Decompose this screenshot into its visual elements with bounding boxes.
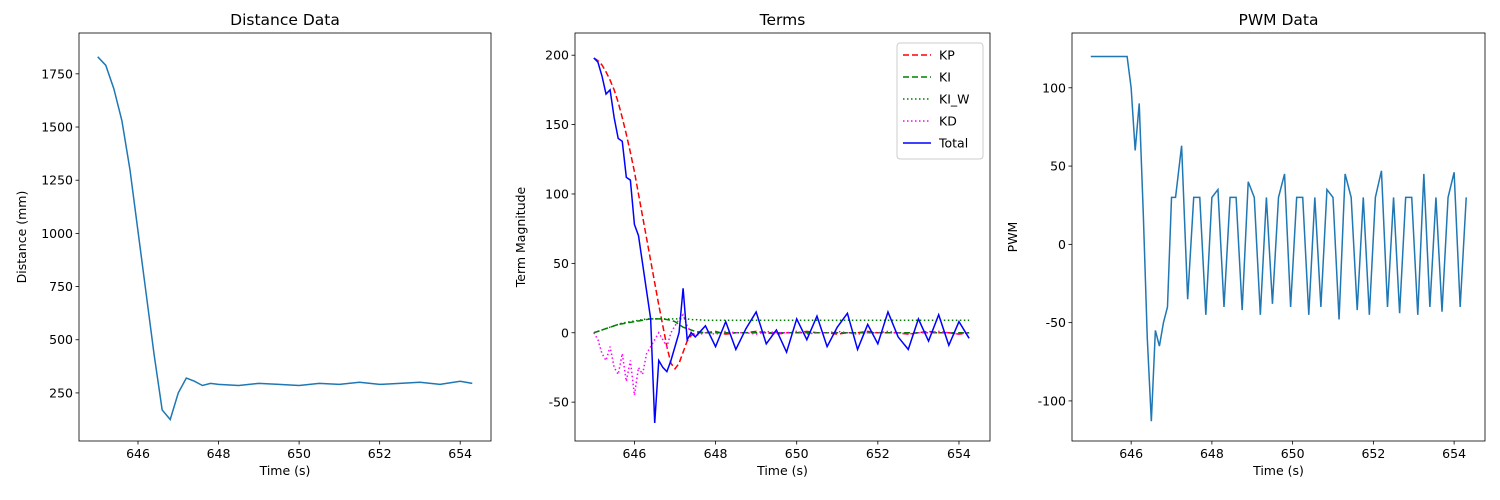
- x-tick-label: 648: [1200, 446, 1224, 461]
- x-axis-label: Time (s): [259, 463, 311, 478]
- legend-box: [896, 42, 984, 160]
- legend-label: Total: [938, 136, 968, 151]
- y-tick-label: 50: [553, 256, 569, 271]
- x-tick-label: 650: [1281, 446, 1305, 461]
- x-tick-label: 654: [1442, 446, 1466, 461]
- axes-frame: [78, 32, 492, 442]
- data-line: [593, 57, 970, 424]
- legend-label: KI_W: [939, 92, 970, 107]
- x-tick-label: 652: [1361, 446, 1385, 461]
- axes-frame: [574, 32, 991, 442]
- x-tick-label: 652: [368, 446, 392, 461]
- y-tick-label: -50: [1046, 315, 1066, 330]
- legend: KP KI KI_W KD Total: [896, 42, 984, 160]
- x-tick-label: 646: [1119, 446, 1143, 461]
- legend-label: KP: [939, 48, 955, 63]
- x-tick-label: 646: [623, 446, 647, 461]
- legend-label: KI: [939, 70, 951, 85]
- y-tick-label: -50: [549, 395, 569, 410]
- y-axis-label: PWM: [1005, 222, 1020, 253]
- y-tick-label: 50: [1050, 159, 1066, 174]
- y-tick-label: 150: [545, 117, 569, 132]
- y-tick-label: 1000: [41, 226, 73, 241]
- y-tick-label: 0: [1058, 237, 1066, 252]
- chart-title: Terms: [759, 11, 806, 29]
- axes-frame: [1071, 32, 1486, 442]
- data-line: [593, 313, 970, 396]
- x-tick-label: 648: [704, 446, 728, 461]
- x-axis-label: Time (s): [756, 463, 808, 478]
- y-tick-label: 250: [49, 385, 73, 400]
- y-tick-label: 100: [1042, 80, 1066, 95]
- legend-label: KD: [939, 114, 957, 129]
- x-tick-label: 652: [866, 446, 890, 461]
- y-tick-label: 750: [49, 279, 73, 294]
- x-axis-label: Time (s): [1252, 463, 1304, 478]
- y-tick-label: 500: [49, 332, 73, 347]
- data-line: [1090, 55, 1467, 422]
- y-tick-label: 0: [561, 325, 569, 340]
- x-tick-label: 654: [947, 446, 971, 461]
- chart-title: Distance Data: [230, 11, 340, 29]
- x-tick-label: 654: [448, 446, 472, 461]
- y-tick-label: 1250: [41, 173, 73, 188]
- data-line: [97, 56, 473, 422]
- y-tick-label: -100: [1038, 393, 1066, 408]
- data-line: [593, 318, 970, 334]
- y-tick-label: 200: [545, 48, 569, 63]
- x-tick-label: 650: [785, 446, 809, 461]
- y-tick-label: 1500: [41, 120, 73, 135]
- y-tick-label: 1750: [41, 66, 73, 81]
- x-tick-label: 648: [207, 446, 231, 461]
- chart-title: PWM Data: [1239, 11, 1319, 29]
- y-tick-label: 100: [545, 186, 569, 201]
- x-tick-label: 646: [126, 446, 150, 461]
- y-axis-label: Term Magnitude: [513, 186, 528, 288]
- y-axis-label: Distance (mm): [14, 191, 29, 284]
- x-tick-label: 650: [287, 446, 311, 461]
